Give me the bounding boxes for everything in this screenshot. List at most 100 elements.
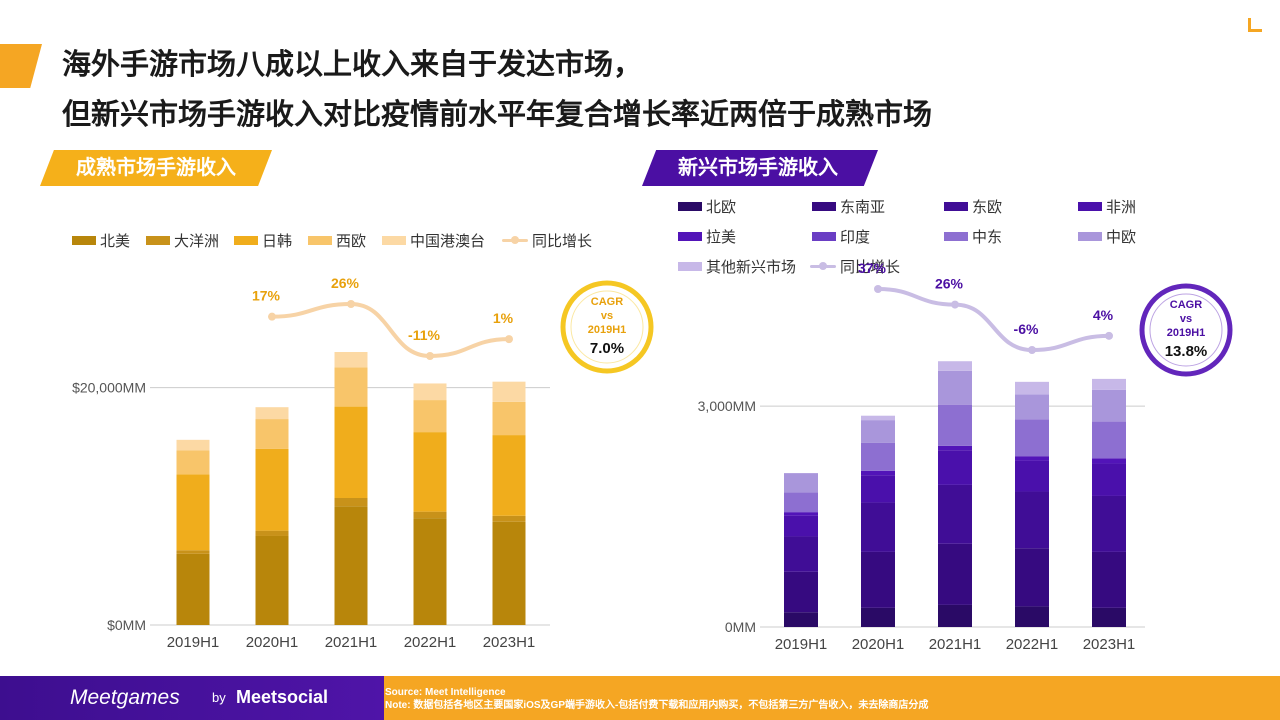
bar-segment [784, 612, 818, 627]
legend-label: 中东 [972, 228, 1003, 246]
bar-segment [1092, 607, 1126, 627]
title-line-2: 但新兴市场手游收入对比疫情前水平年复合增长率近两倍于成熟市场 [62, 99, 933, 131]
bar-segment [784, 473, 818, 493]
legend-item: 日韩 [234, 230, 292, 250]
legend-item: 拉美 [678, 226, 736, 246]
bar-segment [334, 352, 368, 368]
legend-swatch [944, 231, 968, 241]
x-tick-label: 2023H1 [1083, 636, 1136, 653]
growth-point [426, 352, 434, 360]
growth-point [268, 312, 276, 321]
legend-swatch [146, 235, 170, 245]
legend-swatch [1078, 201, 1102, 211]
legend-label: 北欧 [706, 198, 737, 216]
legend-swatch [308, 235, 332, 245]
bar-segment [861, 470, 895, 476]
emerging-market-tag: 新兴市场手游收入 [642, 150, 878, 186]
bar-segment [938, 604, 972, 627]
mature-market-tag: 成熟市场手游收入 [40, 150, 272, 186]
bar-segment [492, 381, 526, 402]
legend-item: 印度 [812, 226, 870, 246]
bar-segment [938, 370, 972, 405]
bar-segment [176, 450, 210, 475]
cagr-text: CAGR [591, 296, 623, 308]
legend-label: 大洋洲 [174, 232, 220, 250]
cagr-badge-inner-ring [570, 290, 644, 364]
legend-swatch [72, 235, 96, 245]
title-line-1: 海外手游市场八成以上收入来自于发达市场， [62, 49, 643, 81]
legend-swatch [810, 261, 836, 271]
bar-segment [492, 515, 526, 522]
y-tick-label: $20,000MM [72, 380, 146, 396]
growth-point [1028, 346, 1036, 354]
legend-label: 拉美 [706, 228, 737, 246]
legend-label: 其他新兴市场 [706, 258, 797, 276]
bar-segment [176, 474, 210, 551]
legend-item: 北欧 [678, 196, 736, 216]
bar-segment [784, 536, 818, 572]
bar-segment [1015, 381, 1049, 395]
growth-point [347, 300, 355, 308]
growth-label: 26% [331, 275, 360, 291]
legend-item: 其他新兴市场 [678, 256, 796, 276]
bar-segment [1092, 458, 1126, 464]
legend-swatch [234, 235, 258, 245]
bar-segment [1015, 419, 1049, 457]
bar-segment [176, 553, 210, 625]
legend-label: 北美 [100, 232, 131, 250]
legend-swatch [502, 235, 528, 245]
bar-segment [861, 607, 895, 627]
x-tick-label: 2022H1 [404, 634, 457, 651]
bar-segment [784, 515, 818, 537]
bar-segment [1015, 606, 1049, 627]
x-tick-label: 2019H1 [167, 634, 220, 651]
bar-segment [1015, 460, 1049, 492]
footer-note: Source: Meet Intelligence Note: 数据包括各地区主… [385, 686, 928, 712]
x-tick-label: 2019H1 [775, 636, 828, 653]
x-tick-label: 2021H1 [325, 634, 378, 651]
legend-label: 东欧 [972, 198, 1003, 216]
bar-segment [1092, 551, 1126, 608]
cagr-text: vs [601, 310, 613, 322]
cagr-badge [1139, 283, 1233, 377]
legend-swatch [382, 235, 406, 245]
note-text: Note: 数据包括各地区主要国家iOS及GP端手游收入-包括付费下载和应用内购… [385, 700, 929, 711]
bar-segment [334, 367, 368, 407]
legend-item: 非洲 [1078, 196, 1136, 216]
legend-label: 东南亚 [840, 198, 886, 216]
bar-segment [1092, 463, 1126, 496]
growth-point [505, 335, 513, 344]
x-tick-label: 2020H1 [852, 636, 905, 653]
bar-segment [1092, 389, 1126, 422]
growth-point [951, 300, 959, 309]
bar-segment [255, 419, 289, 449]
x-tick-label: 2020H1 [246, 634, 299, 651]
cagr-badge [560, 280, 654, 374]
legend-item: 中东 [944, 226, 1002, 246]
bar-segment [1015, 394, 1049, 420]
bar-segment [255, 535, 289, 625]
bar-segment [938, 450, 972, 485]
growth-point [874, 285, 882, 293]
x-tick-label: 2021H1 [929, 636, 982, 653]
emerging-market-chart: 0MM 3,000MM 2019H1 2020H1 2021H1 2022H1 2023H1… [698, 260, 1233, 653]
bar-segment [255, 407, 289, 420]
page-title: 海外手游市场八成以上收入来自于发达市场， 但新兴市场手游收入对比疫情前水平年复合… [62, 40, 1212, 140]
bar-segment [861, 551, 895, 608]
legend-label: 中国港澳台 [410, 232, 486, 250]
legend-swatch [812, 231, 836, 241]
y-tick-label: 3,000MM [698, 398, 756, 414]
cagr-value: 13.8% [1165, 343, 1208, 360]
bar-segment [861, 420, 895, 443]
bar-segment [1092, 421, 1126, 459]
brand-by: by [212, 690, 226, 705]
growth-label: -11% [408, 327, 440, 343]
legend-swatch [678, 201, 702, 211]
bar-segment [938, 543, 972, 605]
legend-item: 西欧 [308, 230, 366, 250]
bar-segment [861, 442, 895, 471]
bar-segment [492, 521, 526, 625]
legend-swatch [1078, 231, 1102, 241]
bar-segment [861, 502, 895, 552]
bar-segment [413, 383, 447, 401]
